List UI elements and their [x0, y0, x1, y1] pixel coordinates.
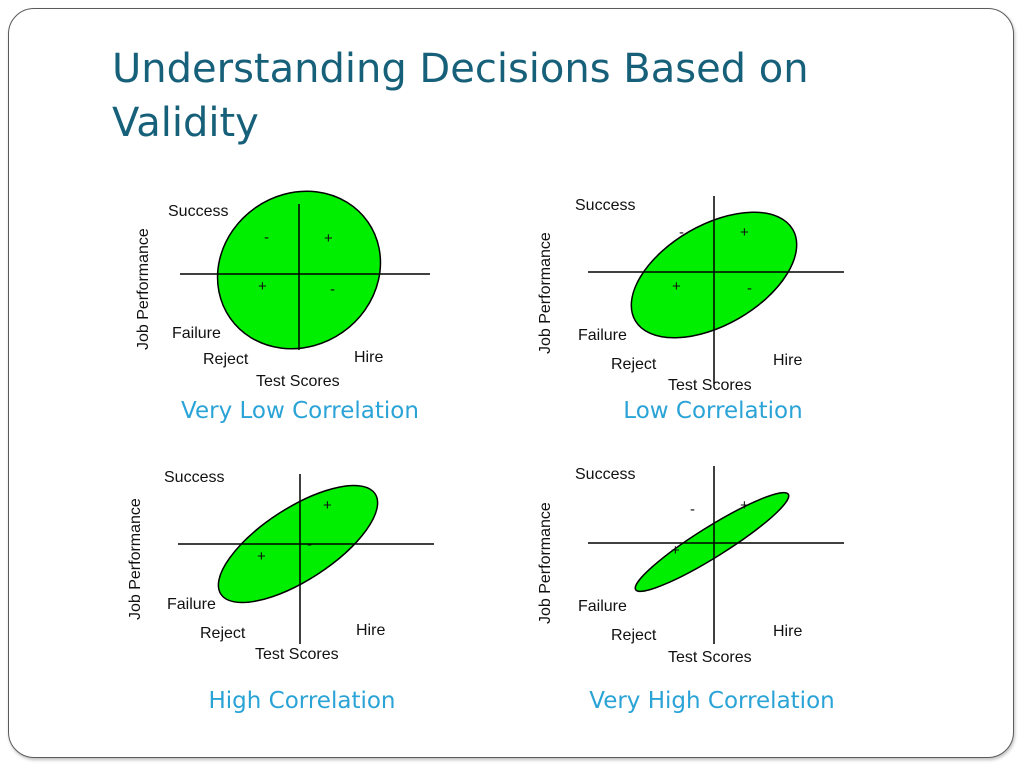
y-axis-label: Job Performance	[135, 228, 152, 350]
hire-label: Hire	[354, 349, 383, 366]
y-axis-label: Job Performance	[537, 232, 554, 354]
minus-sign: -	[747, 280, 752, 297]
diagram-very-high-correlation: Success Failure Reject Hire Test Scores …	[534, 458, 844, 668]
diagram-high-correlation: Success Failure Reject Hire Test Scores …	[126, 460, 436, 670]
caption-very-low-correlation: Very Low Correlation	[181, 398, 419, 424]
diagram-very-low-correlation: Success Failure Reject Hire Test Scores …	[128, 190, 438, 400]
minus-sign: -	[690, 501, 695, 518]
y-axis-label: Job Performance	[537, 502, 554, 624]
x-axis-label: Test Scores	[668, 377, 752, 394]
plus-sign: +	[257, 548, 266, 565]
failure-label: Failure	[578, 598, 627, 615]
plus-sign: +	[323, 497, 332, 514]
success-label: Success	[168, 203, 228, 220]
plus-sign: +	[671, 542, 680, 559]
caption-low-correlation: Low Correlation	[623, 398, 803, 424]
failure-label: Failure	[172, 325, 221, 342]
x-axis-label: Test Scores	[256, 373, 340, 390]
reject-label: Reject	[611, 627, 657, 644]
plus-sign: +	[324, 230, 333, 247]
caption-very-high-correlation: Very High Correlation	[589, 688, 835, 714]
failure-label: Failure	[578, 327, 627, 344]
plus-sign: +	[740, 497, 749, 514]
success-label: Success	[164, 469, 224, 486]
slide-frame	[8, 8, 1014, 758]
minus-sign: -	[307, 536, 312, 553]
plus-sign: +	[258, 278, 267, 295]
diagram-low-correlation: Success Failure Reject Hire Test Scores …	[534, 188, 844, 398]
correlation-ellipse	[634, 491, 790, 593]
minus-sign: -	[679, 224, 684, 241]
hire-label: Hire	[773, 352, 802, 369]
success-label: Success	[575, 466, 635, 483]
reject-label: Reject	[203, 351, 249, 368]
caption-high-correlation: High Correlation	[208, 688, 396, 714]
x-axis-label: Test Scores	[668, 649, 752, 666]
hire-label: Hire	[356, 622, 385, 639]
reject-label: Reject	[200, 625, 246, 642]
plus-sign: +	[672, 278, 681, 295]
y-axis-label: Job Performance	[127, 498, 144, 620]
minus-sign: -	[264, 229, 269, 246]
slide-title: Understanding Decisions Based on Validit…	[112, 46, 809, 146]
reject-label: Reject	[611, 356, 657, 373]
plus-sign: +	[740, 224, 749, 241]
x-axis-label: Test Scores	[255, 646, 339, 663]
success-label: Success	[575, 197, 635, 214]
hire-label: Hire	[773, 623, 802, 640]
minus-sign: -	[330, 281, 335, 298]
failure-label: Failure	[167, 596, 216, 613]
